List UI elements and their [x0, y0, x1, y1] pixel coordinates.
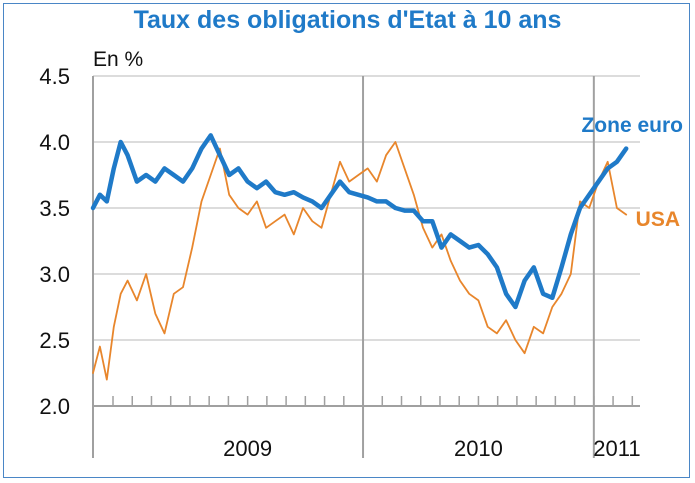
labels: 2.0 2.5 3.0 3.5 4.0 4.5 2009 2010 2011 En % Zone e…	[39, 48, 683, 461]
x-tick-label: 2009	[223, 436, 272, 461]
gridlines	[93, 75, 640, 341]
y-tick-label: 4.5	[39, 64, 70, 89]
y-tick-label: 4.0	[39, 130, 70, 155]
series-label-zone-euro: Zone euro	[581, 114, 683, 137]
y-tick-label: 3.0	[39, 262, 70, 287]
series-line-zone-euro	[90, 133, 629, 310]
y-tick-label: 3.5	[39, 196, 70, 221]
series-line-usa	[92, 141, 628, 381]
axes	[92, 76, 640, 458]
series-label-usa: USA	[636, 208, 680, 231]
x-tick-label: 2010	[454, 436, 503, 461]
x-tick-label: 2011	[593, 436, 640, 461]
chart-title: Taux des obligations d'Etat à 10 ans	[133, 6, 562, 34]
y-tick-label: 2.5	[39, 328, 70, 353]
series-lines	[90, 133, 629, 381]
y-axis-unit: En %	[93, 48, 143, 71]
y-tick-label: 2.0	[39, 394, 70, 419]
